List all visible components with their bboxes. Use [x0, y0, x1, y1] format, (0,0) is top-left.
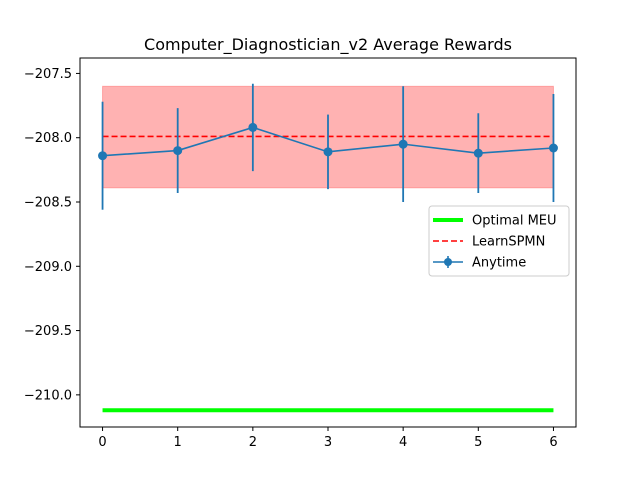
x-tick-label-1: 1 [174, 435, 182, 450]
x-tick-label-3: 3 [324, 435, 332, 450]
y-tick-label-0: −207.5 [24, 67, 72, 82]
anytime-point-1 [173, 146, 183, 156]
legend-label-0: Optimal MEU [472, 214, 557, 229]
legend-swatch-anytime-point [444, 258, 452, 266]
y-tick-label-2: −208.5 [24, 196, 72, 211]
x-tick-label-6: 6 [549, 435, 557, 450]
x-tick-label-2: 2 [249, 435, 257, 450]
anytime-point-6 [548, 143, 558, 153]
y-tick-label-4: −209.5 [24, 324, 72, 339]
anytime-point-4 [398, 139, 408, 149]
plot-area [98, 83, 558, 413]
x-tick-label-5: 5 [474, 435, 482, 450]
chart-title: Computer_Diagnostician_v2 Average Reward… [144, 35, 512, 55]
legend: Optimal MEU LearnSPMN Anytime [428, 205, 570, 277]
legend-label-2: Anytime [472, 256, 526, 271]
anytime-point-0 [98, 151, 108, 161]
legend-box [428, 205, 570, 277]
y-tick-label-5: −210.0 [24, 388, 72, 403]
y-tick-label-1: −208.0 [24, 131, 72, 146]
x-tick-label-4: 4 [399, 435, 407, 450]
y-tick-label-3: −209.0 [24, 260, 72, 275]
x-tick-label-0: 0 [98, 435, 106, 450]
anytime-point-3 [323, 147, 333, 157]
legend-label-1: LearnSPMN [472, 235, 545, 250]
anytime-point-2 [248, 122, 258, 132]
anytime-point-5 [473, 148, 483, 158]
axes: −207.5 −208.0 −208.5 −209.0 −209.5 −210.0 0 1 2 3… [24, 57, 577, 450]
